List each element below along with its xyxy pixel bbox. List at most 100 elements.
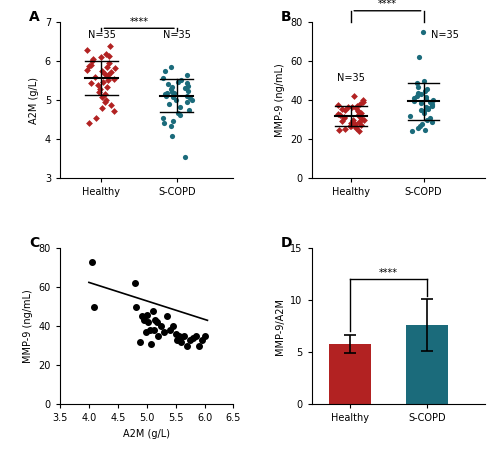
Point bbox=[98, 54, 106, 61]
Point bbox=[111, 65, 119, 72]
Point bbox=[350, 93, 358, 100]
Point bbox=[412, 93, 420, 100]
Point bbox=[88, 62, 96, 69]
Point bbox=[176, 111, 184, 119]
Point bbox=[186, 95, 194, 102]
Point bbox=[136, 338, 144, 345]
Point bbox=[338, 117, 346, 124]
Bar bbox=[329, 344, 372, 404]
Point bbox=[340, 114, 348, 122]
Point bbox=[169, 323, 177, 330]
Point bbox=[140, 317, 148, 324]
Point bbox=[160, 329, 168, 336]
Point bbox=[167, 122, 175, 129]
Point bbox=[178, 338, 186, 345]
Point bbox=[106, 101, 114, 109]
Point bbox=[173, 336, 181, 343]
Point bbox=[142, 329, 150, 336]
Y-axis label: MMP-9 (ng/mL): MMP-9 (ng/mL) bbox=[23, 289, 33, 363]
Point bbox=[176, 335, 184, 342]
Point bbox=[423, 85, 431, 92]
Point bbox=[185, 106, 193, 114]
Point bbox=[110, 108, 118, 115]
Point bbox=[200, 332, 208, 339]
Point bbox=[338, 106, 346, 113]
Point bbox=[110, 75, 118, 83]
Point bbox=[422, 104, 430, 111]
Point bbox=[334, 101, 342, 109]
Point bbox=[166, 101, 173, 108]
Point bbox=[152, 317, 160, 324]
Point bbox=[192, 332, 200, 339]
Point bbox=[355, 110, 363, 118]
Point bbox=[166, 326, 174, 334]
Point bbox=[414, 124, 422, 131]
Point bbox=[157, 323, 165, 330]
Point bbox=[160, 119, 168, 127]
Point bbox=[420, 107, 428, 114]
Point bbox=[349, 116, 357, 123]
Point bbox=[102, 97, 110, 104]
Point bbox=[360, 116, 368, 123]
Point bbox=[414, 89, 422, 96]
Point bbox=[410, 95, 418, 102]
Point bbox=[352, 105, 360, 112]
X-axis label: A2M (g/L): A2M (g/L) bbox=[123, 429, 170, 439]
Point bbox=[159, 74, 167, 81]
Point bbox=[174, 332, 182, 339]
Point bbox=[86, 79, 94, 86]
Point bbox=[104, 71, 112, 79]
Point bbox=[336, 111, 344, 119]
Point bbox=[428, 101, 436, 108]
Point bbox=[96, 86, 104, 93]
Y-axis label: MMP-9/A2M: MMP-9/A2M bbox=[274, 298, 284, 355]
Point bbox=[180, 84, 188, 92]
Point bbox=[426, 114, 434, 122]
Point bbox=[347, 119, 355, 126]
Y-axis label: A2M (g/L): A2M (g/L) bbox=[29, 77, 39, 124]
Point bbox=[170, 90, 177, 97]
Point bbox=[153, 319, 161, 326]
Point bbox=[92, 114, 100, 122]
Point bbox=[174, 109, 182, 116]
Point bbox=[358, 99, 366, 106]
Point bbox=[176, 104, 184, 111]
Text: ****: **** bbox=[379, 268, 398, 278]
Point bbox=[146, 326, 154, 334]
Point bbox=[416, 122, 424, 129]
Point bbox=[428, 101, 436, 109]
Point bbox=[172, 330, 179, 338]
Point bbox=[348, 104, 356, 111]
Point bbox=[89, 56, 97, 63]
Point bbox=[428, 118, 436, 125]
Point bbox=[162, 93, 170, 100]
Point bbox=[408, 128, 416, 135]
Point bbox=[358, 110, 366, 117]
Point bbox=[168, 88, 175, 95]
Point bbox=[182, 79, 190, 86]
Point bbox=[419, 29, 427, 36]
Point bbox=[176, 76, 184, 84]
Point bbox=[410, 98, 418, 105]
Point bbox=[142, 311, 150, 318]
Point bbox=[420, 77, 428, 84]
Point bbox=[354, 107, 362, 114]
Text: B: B bbox=[280, 10, 291, 24]
Text: N=35: N=35 bbox=[163, 30, 191, 40]
Point bbox=[414, 54, 422, 61]
Point bbox=[148, 340, 156, 348]
Point bbox=[170, 94, 177, 101]
Text: N=35: N=35 bbox=[338, 73, 365, 83]
Text: A: A bbox=[29, 10, 40, 24]
Point bbox=[163, 89, 171, 96]
Text: N=35: N=35 bbox=[88, 30, 116, 40]
Point bbox=[159, 114, 167, 122]
Point bbox=[98, 105, 106, 112]
Point bbox=[424, 105, 432, 112]
Point bbox=[182, 92, 190, 99]
Point bbox=[418, 120, 426, 128]
Point bbox=[354, 112, 362, 119]
Point bbox=[340, 106, 348, 114]
Point bbox=[103, 64, 111, 71]
Point bbox=[163, 313, 171, 320]
